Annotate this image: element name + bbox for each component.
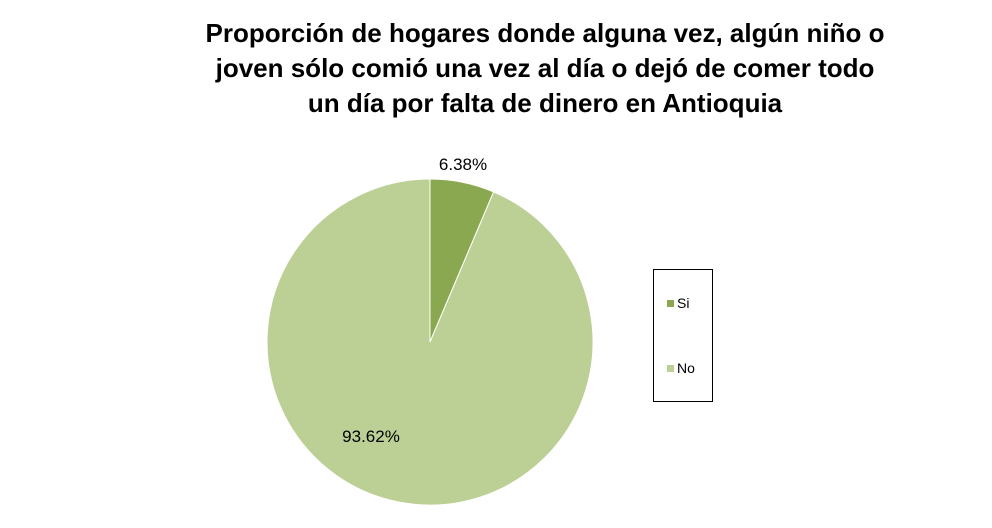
legend-swatch-no bbox=[667, 364, 674, 372]
legend-label-si: Si bbox=[677, 295, 690, 311]
pie-data-labels: 6.38% 93.62% bbox=[342, 155, 487, 446]
pie-slice-no bbox=[266, 178, 594, 506]
data-label-si: 6.38% bbox=[439, 155, 487, 174]
chart-title-line-3: un día por falta de dinero en Antioquia bbox=[307, 88, 783, 118]
legend-label-no: No bbox=[677, 360, 695, 376]
legend-swatch-si bbox=[667, 299, 674, 307]
legend-item-si: Si bbox=[667, 295, 689, 311]
legend: Si No bbox=[653, 269, 713, 402]
chart-title-line-2: joven sólo comió una vez al día o dejó d… bbox=[215, 53, 875, 83]
legend-item-no: No bbox=[667, 360, 695, 376]
chart-title-line-1: Proporción de hogares donde alguna vez, … bbox=[205, 18, 885, 48]
data-label-no: 93.62% bbox=[342, 427, 400, 446]
chart-title: Proporción de hogares donde alguna vez, … bbox=[150, 16, 940, 121]
pie-slices bbox=[266, 178, 594, 506]
